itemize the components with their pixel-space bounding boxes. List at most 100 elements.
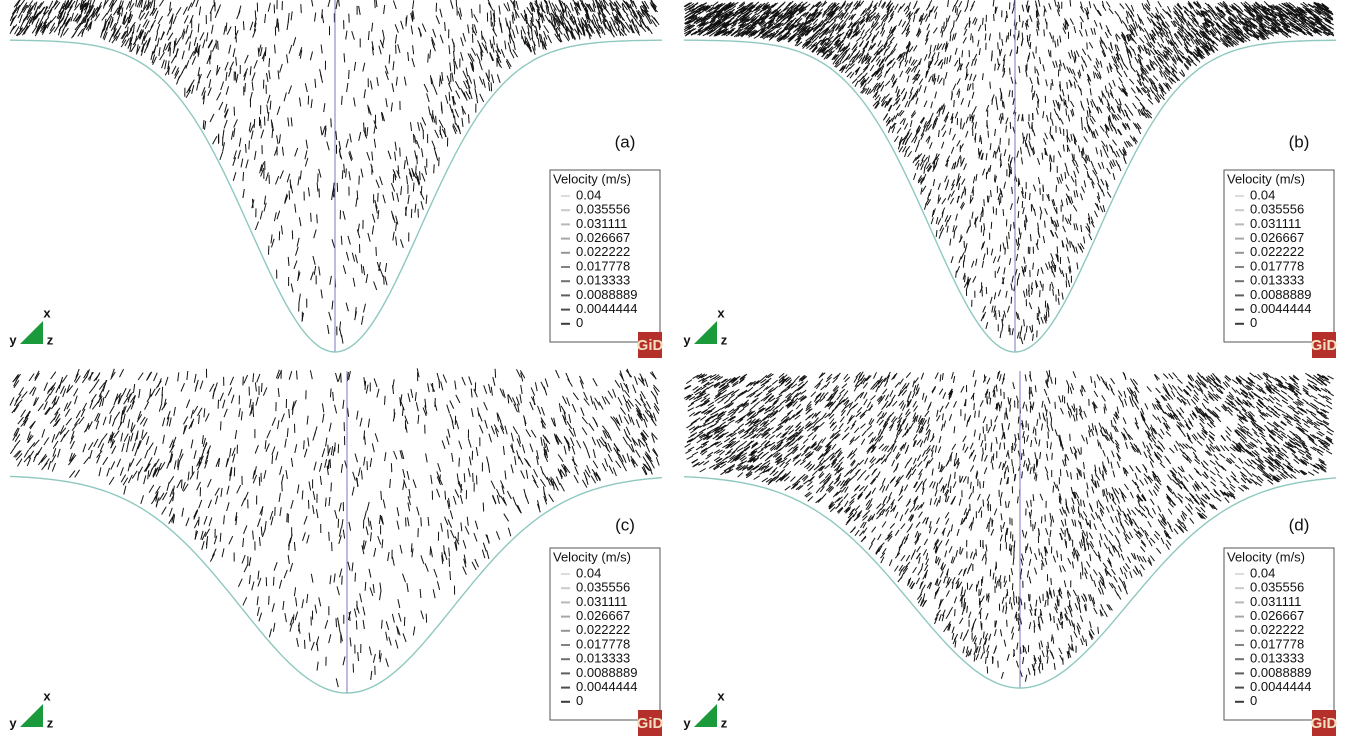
arrow	[931, 217, 933, 224]
arrow	[1058, 39, 1059, 46]
arrow	[1040, 57, 1041, 64]
arrow	[1164, 60, 1168, 66]
arrow	[192, 56, 195, 64]
arrow	[279, 134, 280, 143]
arrow	[1103, 205, 1105, 212]
arrow	[922, 186, 926, 192]
arrow	[941, 62, 943, 69]
arrow	[954, 33, 956, 40]
arrow	[449, 83, 452, 91]
arrow	[1067, 169, 1070, 176]
arrow	[1006, 126, 1007, 133]
arrow	[171, 55, 175, 63]
arrow	[927, 24, 930, 30]
arrow	[980, 215, 981, 222]
arrow	[157, 38, 159, 47]
arrow	[933, 179, 934, 186]
arrow	[58, 27, 61, 36]
arrow	[1087, 98, 1089, 105]
arrow	[958, 10, 961, 16]
arrow	[409, 489, 410, 498]
arrow	[972, 212, 973, 219]
arrow	[969, 17, 970, 24]
arrow	[52, 434, 55, 443]
arrow	[945, 72, 947, 79]
arrow	[541, 437, 542, 446]
arrow	[255, 445, 258, 453]
arrow	[1060, 64, 1061, 71]
arrow	[258, 571, 259, 580]
arrow	[432, 141, 435, 149]
arrow	[300, 171, 301, 180]
arrow	[1156, 7, 1159, 13]
arrow	[538, 38, 539, 47]
arrow	[482, 36, 486, 44]
legend-level: 0.017778	[1250, 258, 1304, 273]
arrow	[138, 373, 143, 380]
arrow	[72, 31, 77, 38]
arrow	[944, 57, 945, 64]
arrow	[1084, 61, 1087, 68]
arrow	[1107, 145, 1108, 152]
arrow	[1047, 305, 1048, 312]
arrow	[391, 103, 392, 112]
arrow	[396, 222, 397, 231]
arrow	[1018, 211, 1019, 218]
arrow	[964, 163, 967, 170]
arrow	[255, 222, 258, 231]
arrow	[374, 125, 376, 134]
arrow	[521, 13, 525, 21]
arrow	[204, 408, 205, 417]
arrow	[1007, 242, 1008, 249]
arrow	[290, 179, 291, 188]
arrow	[505, 41, 506, 50]
arrow	[1100, 206, 1103, 212]
arrow	[1055, 0, 1057, 7]
arrow	[1181, 55, 1186, 60]
arrow	[1038, 24, 1039, 31]
arrow	[418, 122, 420, 131]
arrow	[1208, 4, 1213, 9]
arrow	[1075, 55, 1076, 62]
arrow	[896, 86, 898, 93]
arrow	[505, 426, 507, 435]
arrow	[971, 33, 972, 40]
arrow	[355, 255, 357, 264]
arrow	[167, 27, 170, 35]
arrow	[376, 247, 377, 256]
arrow	[1073, 69, 1076, 76]
arrow	[250, 22, 253, 31]
arrow	[344, 53, 345, 62]
arrow	[472, 562, 476, 570]
arrow	[1094, 4, 1097, 10]
arrow	[224, 120, 227, 128]
arrow	[1115, 99, 1119, 105]
arrow	[428, 383, 430, 392]
arrow	[1010, 68, 1011, 75]
arrow	[196, 0, 199, 7]
arrow	[493, 29, 497, 37]
arrow	[1089, 42, 1093, 48]
arrow	[378, 536, 381, 545]
arrow	[461, 37, 464, 46]
arrow	[1024, 257, 1025, 264]
arrow	[1076, 51, 1079, 57]
arrow	[850, 8, 854, 14]
arrow	[868, 78, 873, 83]
arrow	[259, 537, 260, 546]
arrow	[479, 76, 483, 84]
arrow	[450, 104, 453, 113]
arrow	[966, 117, 968, 124]
legend-level: 0.035556	[576, 202, 630, 217]
arrow	[291, 11, 292, 20]
arrow	[1076, 167, 1079, 174]
arrow	[414, 134, 415, 143]
arrow	[1008, 163, 1009, 170]
arrow	[959, 1, 962, 7]
arrow	[306, 140, 307, 149]
arrow	[1013, 98, 1014, 105]
arrow	[415, 392, 416, 401]
arrow	[1074, 223, 1075, 230]
arrow	[117, 26, 121, 34]
arrow	[1052, 119, 1054, 126]
